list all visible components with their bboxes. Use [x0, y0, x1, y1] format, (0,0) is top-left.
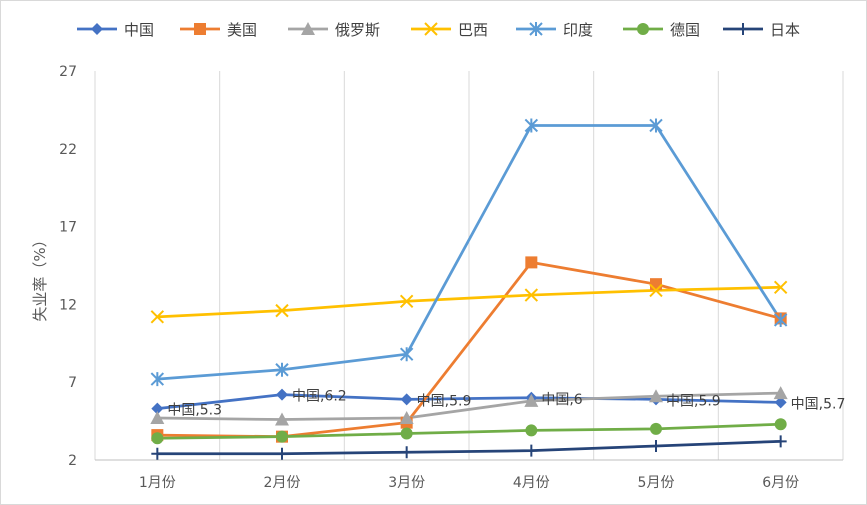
- series-line: [157, 439, 781, 456]
- x-tick-label: 3月份: [388, 475, 425, 491]
- data-point-marker: [525, 424, 538, 437]
- y-tick-label: 7: [68, 375, 77, 391]
- legend-label: 美国: [227, 21, 257, 39]
- data-point-marker: [276, 430, 288, 443]
- legend-swatch-marker: [529, 22, 543, 36]
- legend-entry: 中国: [77, 21, 154, 39]
- legend-label: 印度: [563, 21, 593, 39]
- data-point-marker: [650, 439, 662, 452]
- data-point-marker: [399, 347, 414, 362]
- y-axis-title: 失业率（%）: [31, 232, 49, 321]
- legend-swatch-marker: [194, 23, 206, 35]
- data-label: 中国,6: [541, 392, 582, 408]
- data-point-marker: [525, 256, 538, 269]
- data-point-marker: [524, 288, 539, 302]
- data-point-marker: [150, 410, 165, 424]
- y-tick-label: 22: [59, 142, 77, 158]
- data-labels: 中国,5.3 中国,6.2 中国,5.9 中国,6 中国,5.9 中国,5.7: [167, 389, 845, 419]
- legend-entry: 美国: [180, 21, 257, 39]
- data-point-marker: [275, 362, 289, 377]
- data-point-marker: [150, 372, 165, 387]
- series-line: [157, 285, 781, 319]
- data-label: 中国,5.7: [791, 396, 846, 412]
- data-point-marker: [151, 447, 164, 460]
- data-point-marker: [399, 294, 414, 308]
- legend-entry: 印度: [516, 21, 593, 39]
- series-line: [157, 124, 782, 381]
- x-tick-label: 6月份: [762, 475, 799, 491]
- data-point-marker: [151, 402, 164, 415]
- y-tick-label: 17: [59, 220, 77, 236]
- data-point-marker: [649, 283, 663, 298]
- data-point-marker: [650, 422, 662, 435]
- data-point-marker: [773, 280, 788, 294]
- series-lines: [157, 124, 782, 456]
- data-point-marker: [275, 412, 289, 426]
- legend-label: 俄罗斯: [335, 21, 380, 39]
- data-point-marker: [773, 312, 788, 327]
- data-label: 中国,6.2: [292, 389, 347, 405]
- x-tick-label: 5月份: [638, 475, 675, 491]
- data-point-marker: [650, 278, 662, 291]
- legend-swatch-marker: [424, 22, 438, 36]
- data-label: 中国,5.3: [167, 403, 222, 419]
- data-point-marker: [276, 388, 288, 401]
- legend-entry: 俄罗斯: [288, 21, 380, 39]
- data-point-marker: [524, 118, 539, 133]
- data-point-marker: [649, 389, 663, 403]
- x-tick-label: 2月份: [264, 475, 301, 491]
- data-point-marker: [399, 410, 414, 424]
- data-point-marker: [774, 418, 787, 431]
- legend-swatch-marker: [737, 23, 749, 35]
- data-point-marker: [151, 432, 164, 445]
- data-point-marker: [276, 447, 288, 460]
- legend-label: 巴西: [458, 21, 488, 39]
- data-label: 中国,5.9: [666, 393, 721, 409]
- y-tick-label: 27: [59, 64, 77, 80]
- data-point-marker: [649, 118, 663, 133]
- data-point-marker: [525, 444, 538, 457]
- legend-swatch-marker: [301, 22, 315, 35]
- legend: 中国 美国 俄罗斯 巴西 印度 德国 日本: [77, 21, 800, 39]
- data-label: 中国,5.9: [417, 393, 472, 409]
- data-point-marker: [773, 386, 788, 400]
- x-tick-label: 1月份: [139, 475, 176, 491]
- markers: [150, 118, 788, 460]
- legend-label: 日本: [770, 21, 800, 39]
- series-line: [157, 422, 781, 440]
- legend-entry: 巴西: [411, 21, 488, 39]
- data-point-marker: [400, 393, 413, 406]
- series-line: [157, 391, 781, 421]
- y-tick-label: 2: [68, 453, 77, 469]
- data-point-marker: [524, 393, 539, 407]
- data-point-marker: [150, 310, 165, 324]
- legend-entry: 德国: [623, 21, 700, 39]
- series-line: [157, 393, 781, 411]
- data-point-marker: [774, 435, 787, 448]
- x-tick-label: 4月份: [513, 475, 550, 491]
- legend-label: 中国: [124, 21, 154, 39]
- legend-entry: 日本: [723, 21, 800, 39]
- data-point-marker: [400, 446, 413, 459]
- data-point-marker: [400, 427, 413, 440]
- y-tick-label: 12: [59, 297, 77, 313]
- legend-swatch-marker: [91, 23, 103, 35]
- data-point-marker: [275, 303, 289, 318]
- legend-label: 德国: [670, 21, 700, 39]
- data-point-marker: [774, 396, 787, 409]
- gridlines: [94, 71, 844, 460]
- legend-swatch-marker: [637, 23, 649, 35]
